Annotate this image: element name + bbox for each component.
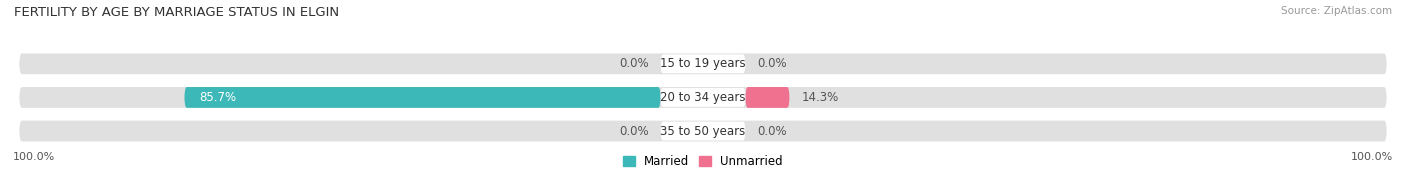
Text: 0.0%: 0.0% bbox=[619, 57, 648, 70]
Text: 20 to 34 years: 20 to 34 years bbox=[661, 91, 745, 104]
Text: 0.0%: 0.0% bbox=[758, 124, 787, 138]
FancyBboxPatch shape bbox=[184, 87, 661, 108]
FancyBboxPatch shape bbox=[20, 87, 1386, 108]
Text: 100.0%: 100.0% bbox=[13, 152, 55, 162]
Text: 0.0%: 0.0% bbox=[758, 57, 787, 70]
FancyBboxPatch shape bbox=[661, 54, 745, 73]
FancyBboxPatch shape bbox=[20, 54, 1386, 74]
Text: 85.7%: 85.7% bbox=[200, 91, 236, 104]
Text: Source: ZipAtlas.com: Source: ZipAtlas.com bbox=[1281, 6, 1392, 16]
Text: 0.0%: 0.0% bbox=[619, 124, 648, 138]
Text: 35 to 50 years: 35 to 50 years bbox=[661, 124, 745, 138]
FancyBboxPatch shape bbox=[661, 88, 745, 107]
FancyBboxPatch shape bbox=[661, 122, 745, 141]
FancyBboxPatch shape bbox=[20, 121, 1386, 142]
FancyBboxPatch shape bbox=[745, 87, 790, 108]
Legend: Married, Unmarried: Married, Unmarried bbox=[623, 155, 783, 168]
Text: FERTILITY BY AGE BY MARRIAGE STATUS IN ELGIN: FERTILITY BY AGE BY MARRIAGE STATUS IN E… bbox=[14, 6, 339, 19]
Text: 100.0%: 100.0% bbox=[1351, 152, 1393, 162]
Text: 15 to 19 years: 15 to 19 years bbox=[661, 57, 745, 70]
Text: 14.3%: 14.3% bbox=[801, 91, 839, 104]
